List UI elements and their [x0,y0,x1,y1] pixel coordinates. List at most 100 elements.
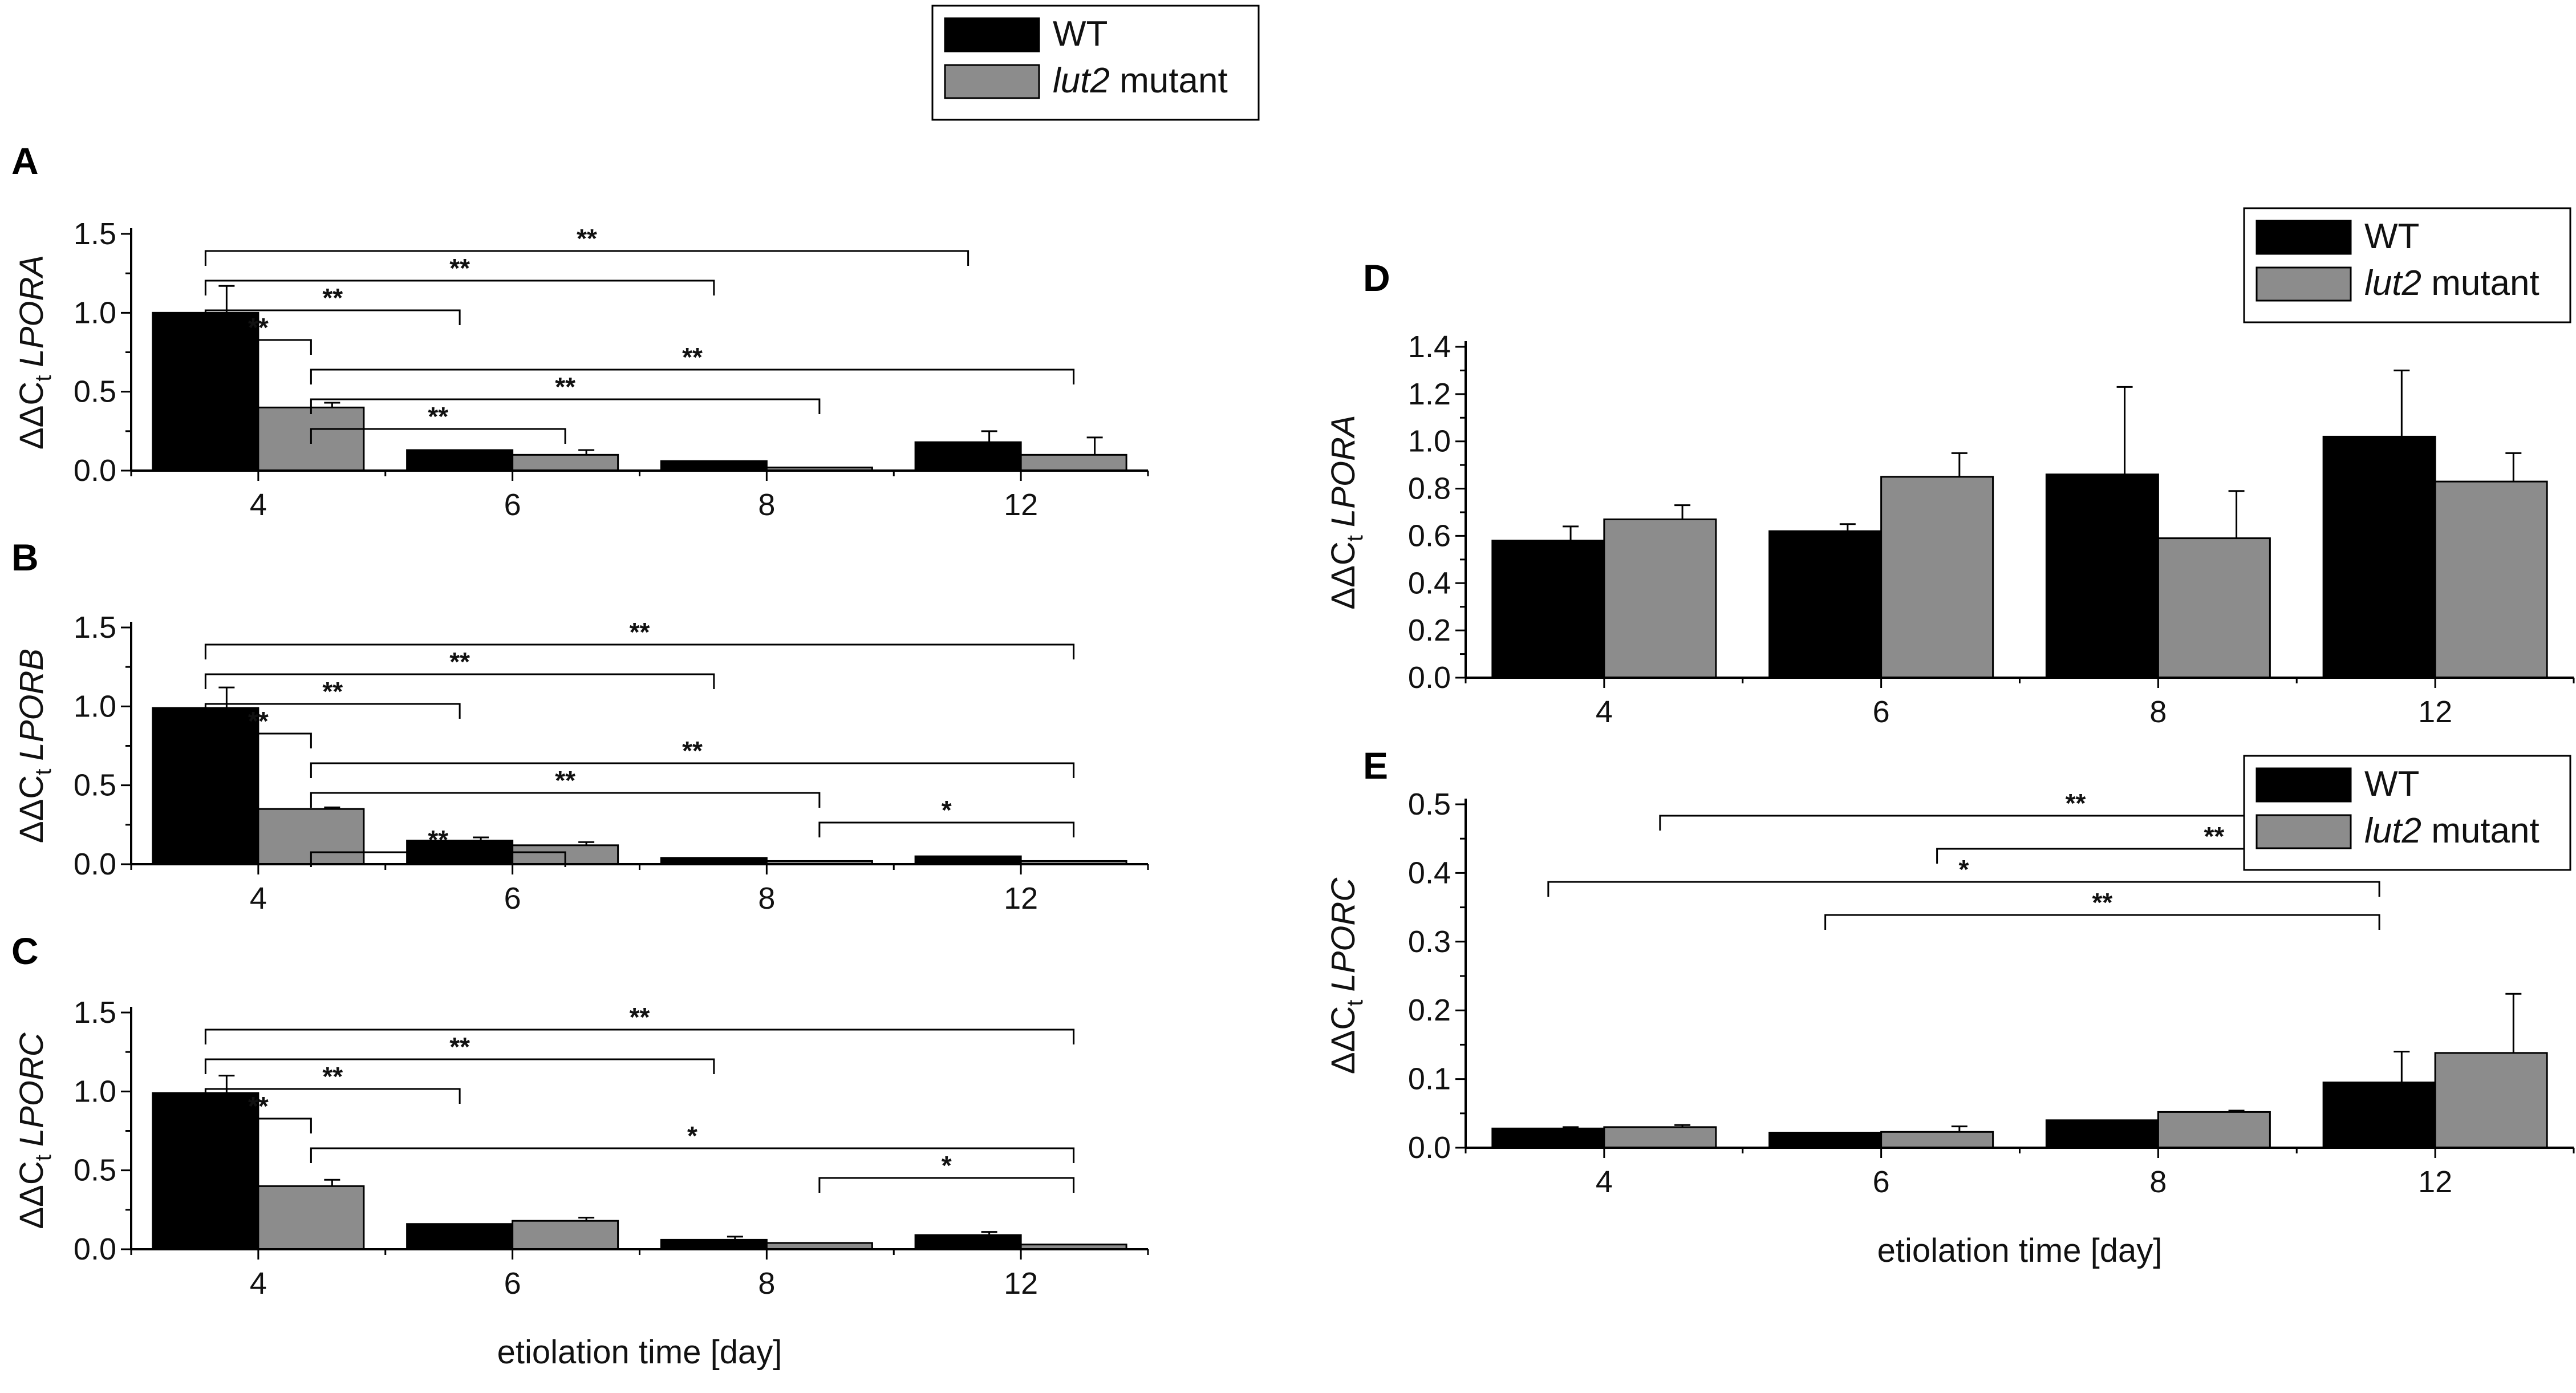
x-tick-label: 8 [758,881,775,916]
significance-bracket: ** [204,677,461,719]
significance-bracket: ** [204,647,715,689]
legend-swatch-wt [2255,767,2352,803]
bar-mutant-6 [512,1220,619,1250]
y-axis-label: ΔΔCt LPORA [13,255,56,450]
y-tick-label: 0.0 [1408,1131,1451,1165]
y-axis-label: ΔΔCt LPORA [1325,415,1368,609]
legend-label-wt: WT [2364,764,2419,804]
legend-swatch-mutant [944,64,1040,99]
significance-label: ** [555,372,575,402]
panel-c: C 0.0 0.5 1.0 1.5 4 6 8 12 ΔΔCt LPORC etiolation ti… [11,930,1149,1371]
bracket-line [204,1058,715,1074]
y-tick-label: 0.4 [1408,856,1451,890]
significance-bracket: ** [204,1091,312,1133]
y-tick-label: 0.6 [1408,519,1451,553]
x-tick-label: 12 [2418,695,2452,729]
significance-bracket: ** [310,766,821,808]
significance-bracket: ** [204,253,715,295]
significance-label: ** [322,283,343,313]
legend-label-mutant: lut2 mutant [1053,61,1228,100]
y-tick-label: 1.4 [1408,330,1451,364]
x-tick-label: 6 [1873,1165,1890,1199]
bar-mutant-4 [1603,1126,1717,1149]
y-label-subscript: t [31,375,56,382]
bracket-line [1547,881,2380,897]
y-tick-label: 1.0 [74,689,116,723]
significance-bracket: ** [204,706,312,748]
significance-label: * [687,1121,697,1151]
significance-bracket: ** [310,402,566,444]
y-tick-label: 0.8 [1408,472,1451,506]
legend-d: WT lut2 mutant [2243,207,2571,323]
legend-e: WT lut2 mutant [2243,755,2571,871]
significance-label: ** [322,1062,343,1091]
legend-label-wt: WT [2364,217,2419,256]
legend-label-wt: WT [1053,14,1108,54]
bracket-line [310,398,821,414]
significance-bracket: ** [204,283,461,325]
bar-wt-4 [1491,1127,1605,1149]
bracket-line [818,1177,1075,1193]
x-tick-label: 6 [504,881,521,916]
y-tick-label: 0.5 [74,768,116,803]
y-label-gene: LPORA [13,255,50,367]
legend-swatch-wt [944,17,1040,52]
significance-label: ** [248,313,269,342]
y-tick-label: 0.2 [1408,993,1451,1027]
bar-wt-6 [1768,1132,1883,1149]
panel-letter: B [11,536,39,578]
y-tick-label: 1.5 [74,217,116,251]
x-tick-label: 8 [2149,1165,2167,1199]
panel-a: A 0.0 0.5 1.0 1.5 4 6 8 12 ΔΔCt LPORA ** ** ** ** ** ** *… [11,140,1149,522]
y-label-prefix: ΔΔC [13,1161,50,1229]
bar-wt-8 [2045,473,2159,679]
bar-wt-6 [406,449,514,472]
panel-letter: D [1363,257,1390,299]
y-axis-label: ΔΔCt LPORB [13,649,56,843]
y-label-prefix: ΔΔC [13,382,50,450]
x-tick-label: 8 [758,1266,775,1301]
bracket-line [204,673,715,689]
significance-bracket: ** [310,342,1075,384]
significance-label: ** [555,766,575,795]
y-label-gene: LPORC [1325,877,1362,992]
x-tick-label: 4 [1596,695,1613,729]
significance-label: ** [2066,788,2086,818]
bracket-line [204,643,1075,659]
y-label-subscript: t [1342,1000,1368,1006]
x-tick-label: 12 [1004,881,1038,916]
significance-bracket: ** [204,1032,715,1074]
legend-mutant-gene: lut2 [2364,264,2421,303]
significance-label: ** [449,1032,470,1062]
bracket-line [310,762,1075,778]
legend-label-mutant: lut2 mutant [2364,264,2540,303]
y-label-gene: LPORC [13,1032,50,1147]
significance-label: ** [2204,821,2224,851]
bracket-line [204,703,461,719]
significance-bracket: ** [204,224,969,266]
legend-label-mutant: lut2 mutant [2364,811,2540,851]
x-tick-label: 6 [504,1266,521,1301]
x-tick-label: 4 [250,881,267,916]
significance-label: * [942,795,952,825]
significance-label: * [1959,855,1969,884]
bar-wt-12 [2322,1082,2436,1149]
significance-bracket: ** [310,372,821,414]
bracket-line [310,369,1075,384]
significance-bracket: ** [204,1002,1075,1044]
significance-bracket: ** [204,313,312,355]
bar-wt-12 [914,441,1022,472]
bracket-line [204,339,312,355]
bar-wt-6 [406,1223,514,1250]
bar-wt-12 [914,1234,1022,1250]
panel-d: D 0.0 0.2 0.4 0.6 0.8 1.0 1.2 1.4 4 6 8 12 ΔΔCt LPORA [1325,257,2575,729]
y-tick-label: 0.2 [1408,613,1451,647]
bracket-line [1824,914,2380,930]
y-label-subscript: t [31,769,56,775]
y-label-prefix: ΔΔC [1325,541,1362,609]
bracket-line [204,250,969,266]
legend-swatch-mutant [2255,814,2352,849]
bar-wt-4 [152,707,259,865]
x-tick-label: 4 [1596,1165,1613,1199]
